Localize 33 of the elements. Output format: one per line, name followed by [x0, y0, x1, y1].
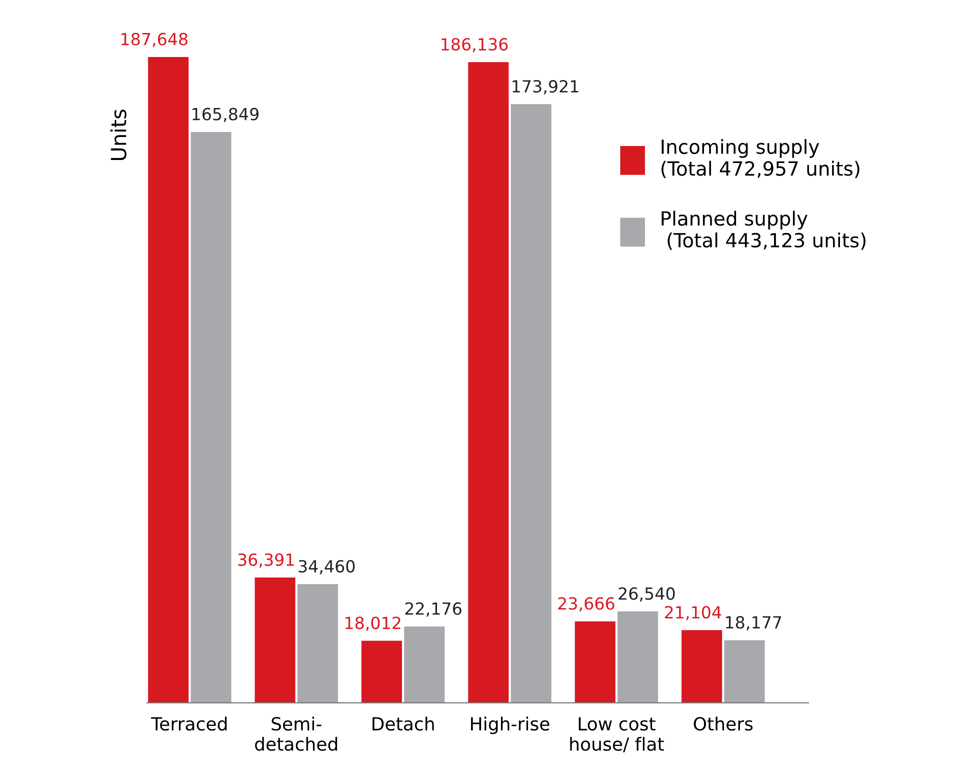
- data-label: 187,648: [122, 32, 188, 48]
- x-tick-label: High-rise: [471, 716, 550, 734]
- bar: [148, 56, 189, 703]
- bar: [254, 578, 296, 703]
- data-label: 26,540: [618, 587, 675, 602]
- bar: [724, 640, 765, 703]
- x-tick-label: Semi- detached: [255, 716, 338, 751]
- data-label: 34,460: [298, 560, 355, 574]
- bar: [190, 132, 232, 703]
- bar: [618, 611, 658, 703]
- bar: [297, 584, 338, 703]
- bar: [404, 626, 445, 703]
- legend-label: Planned supply (Total 443,123 units): [662, 210, 866, 250]
- x-tick-label: Low cost house/ flat: [570, 717, 664, 752]
- bar: [682, 630, 722, 703]
- data-label: 173,921: [512, 80, 578, 94]
- x-tick-label: Terraced: [151, 716, 227, 731]
- bar: [361, 640, 402, 703]
- data-label: 21,104: [664, 606, 722, 620]
- data-label: 23,666: [558, 597, 614, 612]
- bar: [468, 62, 509, 703]
- y-axis-title: Units: [110, 110, 126, 160]
- bar: [574, 621, 616, 703]
- data-label: 186,136: [442, 38, 508, 52]
- data-label: 22,176: [405, 602, 462, 617]
- legend-label: Incoming supply (Total 472,957 units): [661, 139, 860, 178]
- data-label: 18,012: [346, 616, 400, 631]
- x-tick-label: Others: [694, 716, 753, 731]
- x-tick-label: Detach: [372, 716, 434, 731]
- data-label: 36,391: [238, 553, 294, 568]
- bar: [510, 104, 552, 703]
- data-label: 165,849: [192, 108, 258, 122]
- data-label: 18,177: [726, 616, 782, 630]
